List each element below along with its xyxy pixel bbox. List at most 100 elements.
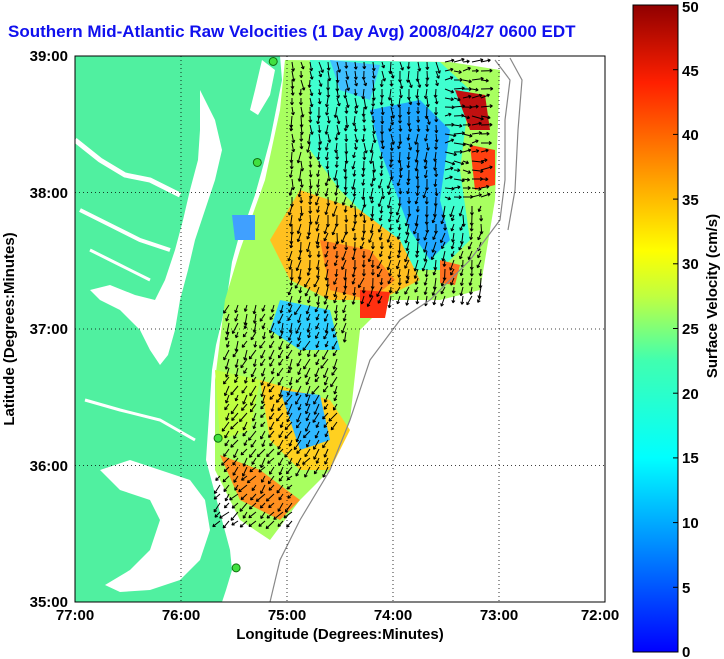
velocity-arrow [453, 77, 463, 82]
velocity-arrow [404, 214, 410, 227]
velocity-arrow [397, 223, 402, 231]
velocity-arrow [405, 277, 410, 284]
velocity-arrow [290, 97, 294, 106]
velocity-arrow [265, 520, 275, 530]
velocity-arrow [268, 430, 275, 438]
velocity-arrow [295, 394, 302, 405]
velocity-arrow [480, 192, 491, 198]
velocity-arrow [278, 466, 284, 476]
velocity-arrow [397, 196, 402, 207]
velocity-arrow [260, 358, 266, 367]
velocity-arrow [314, 286, 320, 297]
plot-frame [74, 55, 606, 603]
velocity-arrow [422, 187, 428, 199]
velocity-arrow [320, 358, 329, 369]
velocity-arrow [306, 349, 311, 358]
velocity-arrow [323, 313, 329, 322]
colorbar-tick: 45 [682, 63, 699, 80]
velocity-arrow [315, 322, 320, 330]
velocity-arrow [233, 475, 239, 483]
velocity-arrow [299, 124, 304, 135]
velocity-arrow [351, 178, 356, 190]
velocity-arrow [296, 223, 302, 235]
velocity-arrow [369, 178, 374, 187]
velocity-arrow [430, 250, 437, 261]
colorbar-tick: 35 [682, 192, 699, 209]
velocity-arrow [408, 142, 413, 151]
velocity-arrow [306, 241, 311, 253]
velocity-arrow [407, 124, 412, 133]
velocity-arrow [323, 403, 329, 410]
velocity-arrow [381, 187, 386, 200]
velocity-arrow [333, 385, 338, 395]
colorbar-tick: 25 [682, 321, 699, 338]
velocity-arrow [371, 97, 376, 107]
velocity-arrow [260, 403, 266, 410]
velocity-arrow [223, 385, 230, 397]
velocity-arrow [361, 178, 366, 186]
velocity-arrow [230, 403, 239, 415]
river-2 [79, 208, 171, 252]
velocity-arrow [269, 313, 275, 321]
velocity-arrow [251, 484, 257, 492]
velocity-arrow [386, 232, 392, 243]
velocity-arrow [343, 124, 348, 132]
velocity-arrow [270, 403, 275, 412]
velocity-arrow [389, 79, 394, 87]
velocity-arrow [398, 169, 403, 179]
velocity-arrow [444, 97, 454, 102]
velocity-arrow [480, 58, 491, 63]
velocity-arrow [261, 322, 266, 330]
velocity-arrow [314, 430, 320, 439]
velocity-arrow [323, 286, 329, 299]
velocity-arrow [324, 124, 329, 135]
velocity-arrow [309, 88, 314, 97]
velocity-arrow [342, 304, 347, 314]
velocity-arrow [307, 250, 312, 258]
velocity-arrow [444, 112, 452, 117]
velocity-arrow [471, 193, 482, 198]
velocity-arrow [240, 448, 248, 456]
velocity-arrow [287, 331, 293, 341]
velocity-arrow [395, 259, 401, 270]
velocity-arrow [369, 187, 374, 200]
velocity-arrow [223, 484, 230, 493]
velocity-arrow [416, 106, 421, 115]
velocity-arrow [299, 178, 304, 188]
velocity-arrow [270, 367, 275, 375]
velocity-arrow [266, 448, 275, 458]
velocity-arrow [308, 106, 313, 115]
velocity-arrow [366, 295, 374, 307]
velocity-arrow [230, 421, 239, 430]
velocity-arrow [343, 187, 348, 196]
velocity-arrow [268, 349, 275, 360]
velocity-arrow [369, 223, 374, 234]
velocity-arrow [351, 277, 356, 285]
velocity-arrow [269, 340, 275, 349]
velocity-arrow [234, 313, 239, 322]
velocity-arrow [480, 141, 492, 146]
velocity-arrow [287, 493, 293, 499]
velocity-arrow [225, 340, 230, 348]
velocity-arrow [396, 232, 401, 240]
velocity-arrow [406, 178, 411, 186]
velocity-arrow [330, 421, 338, 431]
velocity-arrow [317, 88, 322, 96]
velocity-arrow [443, 223, 448, 231]
velocity-arrow [291, 133, 296, 144]
velocity-arrow [312, 412, 320, 423]
velocity-arrow [462, 148, 472, 153]
velocity-arrow [353, 88, 358, 96]
velocity-arrow [451, 232, 455, 243]
velocity-arrow [345, 70, 350, 80]
velocity-arrow [306, 313, 311, 321]
velocity-arrow [361, 88, 366, 100]
velocity-arrow [279, 421, 284, 429]
velocity-arrow [327, 133, 332, 143]
velocity-arrow [453, 195, 462, 200]
velocity-arrow [462, 160, 469, 165]
velocity-arrow [313, 466, 320, 475]
velocity-arrow [388, 268, 392, 277]
x-axis-label: Longitude (Degrees:Minutes) [236, 626, 444, 643]
velocity-arrow [300, 106, 305, 118]
